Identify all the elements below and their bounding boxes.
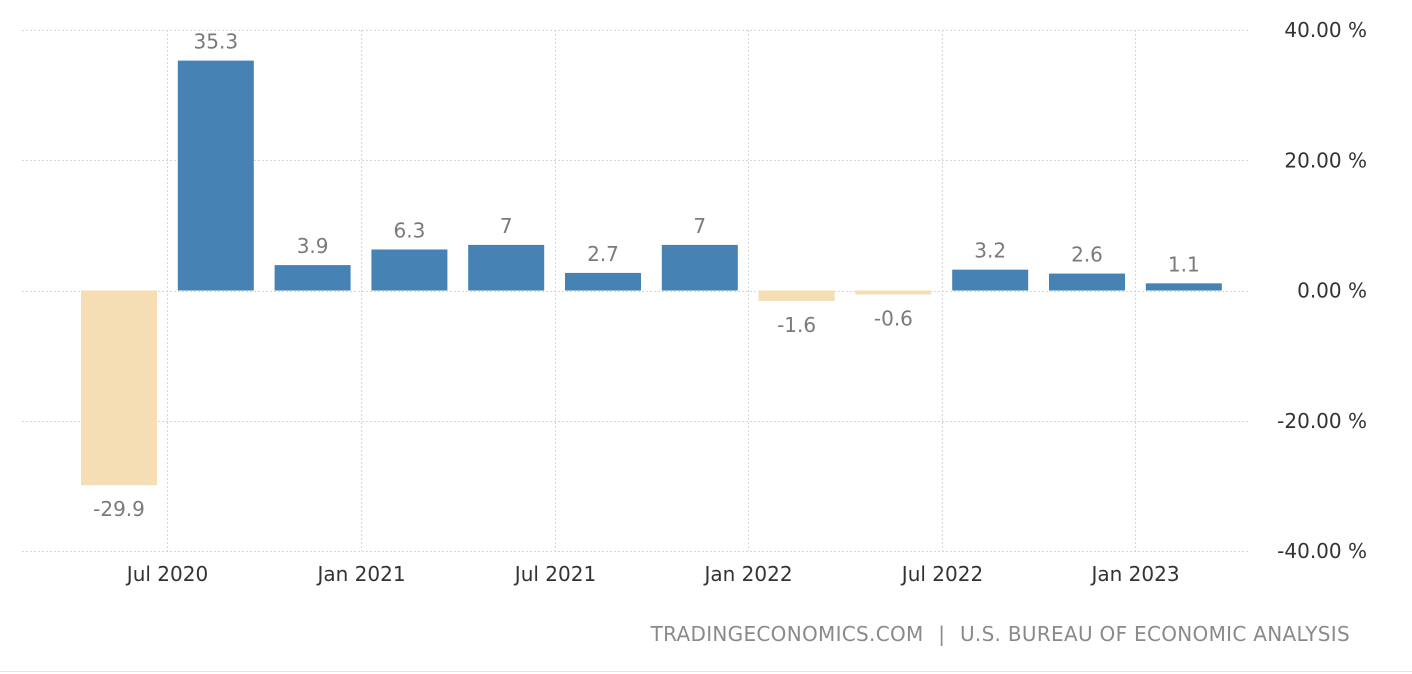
x-tick-label: Jul 2022 bbox=[900, 562, 983, 586]
bar bbox=[81, 290, 157, 486]
bar bbox=[1145, 283, 1222, 291]
bar bbox=[1049, 273, 1125, 291]
y-tick-label: 0.00 % bbox=[1297, 279, 1367, 303]
y-tick-label: -40.00 % bbox=[1277, 539, 1367, 563]
bar-value-label: 1.1 bbox=[1168, 252, 1200, 276]
y-tick-label: 40.00 % bbox=[1284, 18, 1367, 42]
source-agency: U.S. BUREAU OF ECONOMIC ANALYSIS bbox=[959, 622, 1350, 646]
bars bbox=[81, 60, 1222, 486]
source-site[interactable]: TRADINGECONOMICS.COM bbox=[650, 622, 924, 646]
x-tick-label: Jul 2021 bbox=[513, 562, 596, 586]
bar bbox=[274, 265, 351, 291]
bar-value-label: 6.3 bbox=[393, 218, 425, 242]
bar-value-label: -1.6 bbox=[777, 313, 816, 337]
bar bbox=[855, 290, 932, 295]
x-axis-tick-labels: Jul 2020 Jan 2021 Jul 2021 Jan 2022 Jul 2022… bbox=[125, 562, 1180, 586]
bar-value-label: -0.6 bbox=[874, 306, 913, 330]
x-tick-label: Jan 2022 bbox=[702, 562, 792, 586]
bar bbox=[661, 244, 738, 291]
x-tick-label: Jan 2023 bbox=[1089, 562, 1179, 586]
bar-value-label: 2.6 bbox=[1071, 243, 1103, 267]
bar-value-label: 7 bbox=[500, 214, 513, 238]
bar bbox=[565, 272, 641, 291]
bottom-border bbox=[0, 671, 1412, 672]
bar bbox=[758, 290, 835, 301]
bar bbox=[371, 249, 448, 291]
bar bbox=[177, 60, 254, 291]
bar-value-label: 35.3 bbox=[194, 30, 239, 54]
bar bbox=[468, 244, 545, 291]
bar-value-label: 7 bbox=[693, 214, 706, 238]
bar-value-label: -29.9 bbox=[93, 497, 145, 521]
y-axis-tick-labels: 40.00 % 20.00 % 0.00 % -20.00 % -40.00 % bbox=[1277, 18, 1367, 563]
source-separator: | bbox=[938, 622, 946, 646]
x-tick-label: Jan 2021 bbox=[315, 562, 405, 586]
x-tick-label: Jul 2020 bbox=[125, 562, 208, 586]
bar bbox=[952, 269, 1029, 291]
data-labels: -29.9 35.3 3.9 6.3 7 2.7 7 -1.6 -0.6 3.2 2.6 1.1 bbox=[93, 30, 1200, 522]
y-tick-label: -20.00 % bbox=[1277, 409, 1367, 433]
bar-value-label: 2.7 bbox=[587, 242, 619, 266]
bar-value-label: 3.9 bbox=[297, 234, 329, 258]
y-tick-label: 20.00 % bbox=[1284, 148, 1367, 172]
bar-value-label: 3.2 bbox=[974, 239, 1006, 263]
vertical-gridlines bbox=[167, 30, 1136, 551]
source-attribution: TRADINGECONOMICS.COM | U.S. BUREAU OF EC… bbox=[651, 622, 1350, 646]
